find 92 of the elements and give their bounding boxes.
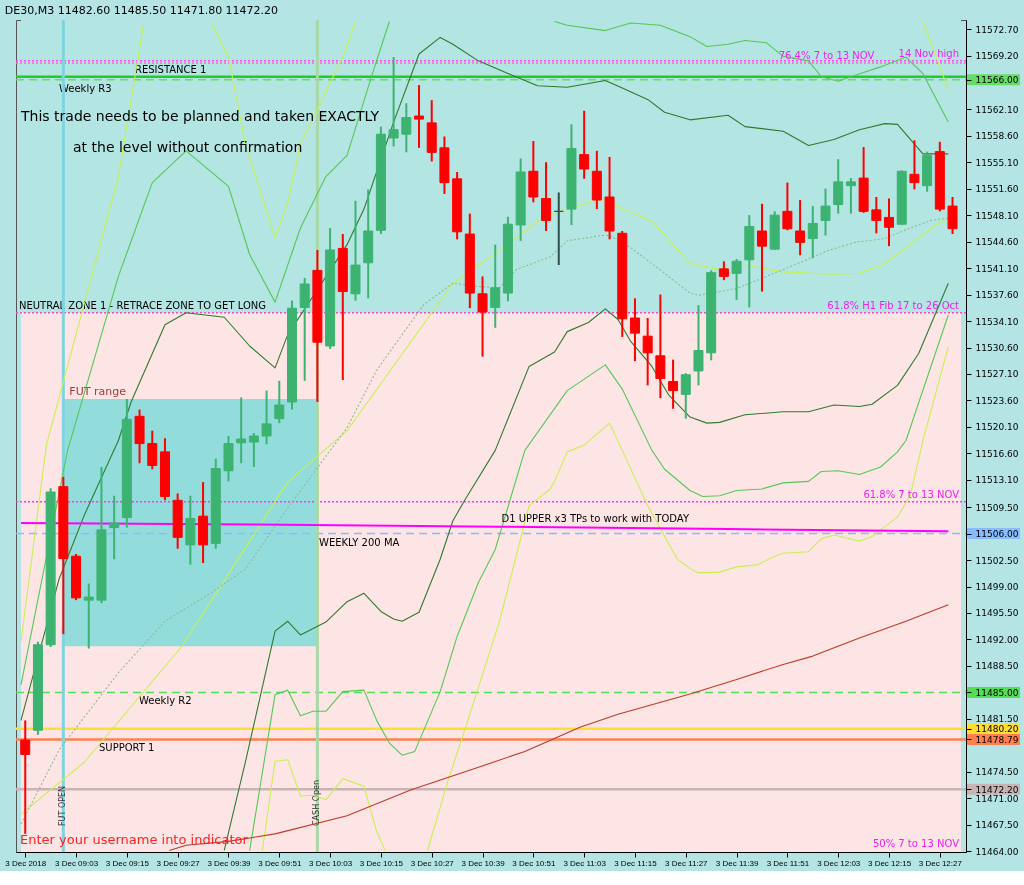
candlestick — [655, 293, 666, 400]
y-tick-label: 11541.10 — [975, 263, 1019, 274]
x-tick-label: 3 Dec 11:27 — [665, 858, 709, 868]
y-tick-label: 11572.70 — [975, 24, 1019, 35]
y-tick-label: 11513.10 — [975, 475, 1019, 486]
candlestick — [134, 408, 145, 465]
candlestick — [566, 123, 577, 226]
x-tick-label: 3 Dec 12:27 — [918, 858, 963, 868]
candlestick — [439, 135, 450, 195]
x-tick-label: 3 Dec 11:51 — [766, 858, 810, 868]
candlestick — [604, 155, 615, 241]
y-tick-label: 11488.50 — [975, 661, 1019, 672]
y-tick-label: 11474.50 — [975, 767, 1019, 778]
x-tick-label: 3 Dec 10:03 — [309, 858, 353, 868]
candlestick — [350, 199, 361, 302]
candlestick — [223, 435, 234, 483]
y-tick-label: 11509.50 — [975, 502, 1019, 513]
y-tick-label: 11516.60 — [975, 448, 1019, 459]
x-tick-label: 3 Dec 09:51 — [258, 858, 302, 868]
y-tick-label: 11506.00 — [975, 529, 1019, 540]
x-tick-label: 3 Dec 09:03 — [54, 858, 99, 868]
candlestick — [947, 195, 958, 236]
y-tick-label: 11548.10 — [975, 210, 1019, 221]
y-tick-label: 11537.60 — [975, 290, 1019, 301]
y-tick-label: 11492.00 — [975, 634, 1019, 645]
y-tick-label: 11478.79 — [975, 734, 1019, 745]
y-tick-label: 11520.10 — [975, 422, 1019, 433]
candlestick — [261, 389, 272, 446]
ref-line-label: Weekly R2 — [139, 695, 192, 707]
y-tick-label: 11472.20 — [975, 784, 1019, 795]
ref-line-label: WEEKLY 200 MA — [319, 536, 400, 548]
y-tick-label: 11544.60 — [975, 237, 1019, 248]
ref-line-label: CASH Open — [312, 779, 322, 826]
y-tick-label: 11569.20 — [975, 51, 1019, 62]
annotation: 50% 7 to 13 NOV — [872, 838, 960, 850]
y-tick-label: 11499.00 — [975, 582, 1019, 593]
y-tick-label: 11502.50 — [975, 555, 1019, 566]
candlestick — [83, 582, 94, 650]
y-tick-label: 11551.60 — [975, 184, 1019, 195]
candlestick — [515, 157, 526, 242]
y-tick-label: 11481.50 — [975, 714, 1019, 725]
annotation: 14 Nov high — [898, 47, 959, 59]
chart-title: DE30,M3 11482.60 11485.50 11471.80 11472.20 — [4, 3, 279, 17]
annotation: 61.8% H1 Fib 17 to 26 Oct — [827, 299, 960, 311]
ref-line-label: FUT OPEN — [58, 785, 68, 826]
candlestick — [414, 84, 425, 149]
candlestick — [248, 431, 259, 469]
x-tick-label: 3 Dec 10:15 — [359, 858, 404, 868]
y-tick-label: 11495.50 — [975, 608, 1019, 619]
candlestick — [477, 275, 488, 358]
x-tick-label: 3 Dec 09:27 — [156, 858, 201, 868]
candlestick — [731, 258, 742, 301]
candlestick — [820, 187, 831, 237]
x-tick-label: 3 Dec 12:03 — [817, 858, 861, 868]
x-tick-label: 3 Dec 11:03 — [563, 858, 607, 868]
candlestick — [45, 487, 56, 649]
y-tick-label: 11555.10 — [975, 157, 1019, 168]
x-tick-label: 3 Dec 11:39 — [715, 858, 759, 868]
x-tick-label: 3 Dec 09:15 — [105, 858, 150, 868]
y-tick-label: 11467.50 — [975, 820, 1019, 831]
y-tick-label: 11471.00 — [975, 793, 1019, 804]
x-tick-label: 3 Dec 10:51 — [512, 858, 556, 868]
x-tick-label: 3 Dec 10:39 — [461, 858, 506, 868]
y-tick-label: 11530.60 — [975, 343, 1019, 354]
y-tick-label: 11566.00 — [975, 75, 1019, 86]
annotation: at the level without confirmation — [73, 139, 303, 155]
y-tick-label: 11464.00 — [975, 846, 1019, 857]
candlestick — [858, 146, 869, 214]
candlestick — [312, 248, 323, 403]
candlestick — [693, 304, 704, 387]
y-tick-label: 11558.60 — [975, 131, 1019, 142]
x-tick-label: 3 Dec 2018 — [5, 858, 47, 868]
y-tick-label: 11480.20 — [975, 724, 1019, 735]
x-tick-label: 3 Dec 11:15 — [614, 858, 658, 868]
ref-line-label: NEUTRAL ZONE 1 - RETRACE ZONE TO GET LONG — [19, 299, 266, 311]
y-tick-label: 11485.00 — [975, 687, 1019, 698]
candlestick — [388, 56, 399, 148]
y-tick-label: 11534.10 — [975, 316, 1019, 327]
x-tick-label: 3 Dec 09:39 — [207, 858, 252, 868]
ref-line-label: SUPPORT 1 — [99, 742, 155, 754]
ref-line-label: RESISTANCE 1 — [135, 63, 207, 75]
annotation: This trade needs to be planned and taken EXACTLY — [20, 108, 380, 124]
x-tick-label: 3 Dec 10:27 — [410, 858, 455, 868]
x-tick-label: 3 Dec 12:15 — [867, 858, 912, 868]
y-tick-label: 11527.10 — [975, 369, 1019, 380]
series-label: D1 UPPER x3 TPs to work with TODAY — [501, 512, 690, 524]
line-series — [20, 521, 950, 533]
y-tick-label: 11562.10 — [975, 104, 1019, 115]
annotation: 61.8% 7 to 13 NOV — [863, 488, 960, 500]
y-tick-label: 11523.60 — [975, 395, 1019, 406]
candlestick — [185, 494, 196, 566]
candlestick — [96, 466, 107, 605]
